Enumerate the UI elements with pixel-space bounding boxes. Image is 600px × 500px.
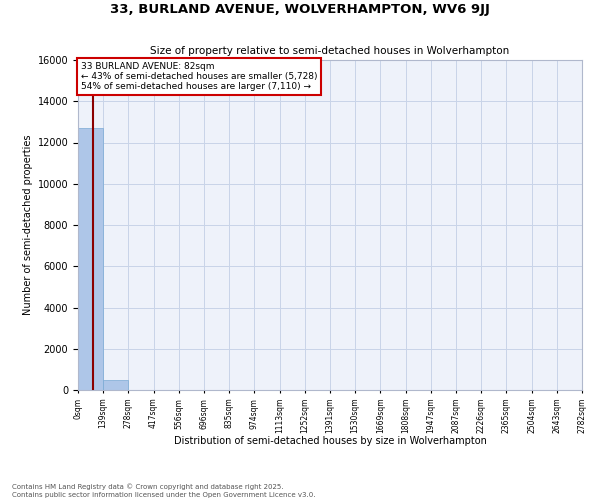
X-axis label: Distribution of semi-detached houses by size in Wolverhampton: Distribution of semi-detached houses by … xyxy=(173,436,487,446)
Bar xyxy=(78,128,103,390)
Text: Contains HM Land Registry data © Crown copyright and database right 2025.
Contai: Contains HM Land Registry data © Crown c… xyxy=(12,484,316,498)
Text: 33 BURLAND AVENUE: 82sqm
← 43% of semi-detached houses are smaller (5,728)
54% o: 33 BURLAND AVENUE: 82sqm ← 43% of semi-d… xyxy=(80,62,317,92)
Text: 33, BURLAND AVENUE, WOLVERHAMPTON, WV6 9JJ: 33, BURLAND AVENUE, WOLVERHAMPTON, WV6 9… xyxy=(110,2,490,16)
Title: Size of property relative to semi-detached houses in Wolverhampton: Size of property relative to semi-detach… xyxy=(151,46,509,56)
Y-axis label: Number of semi-detached properties: Number of semi-detached properties xyxy=(23,134,34,316)
Bar xyxy=(103,380,128,390)
